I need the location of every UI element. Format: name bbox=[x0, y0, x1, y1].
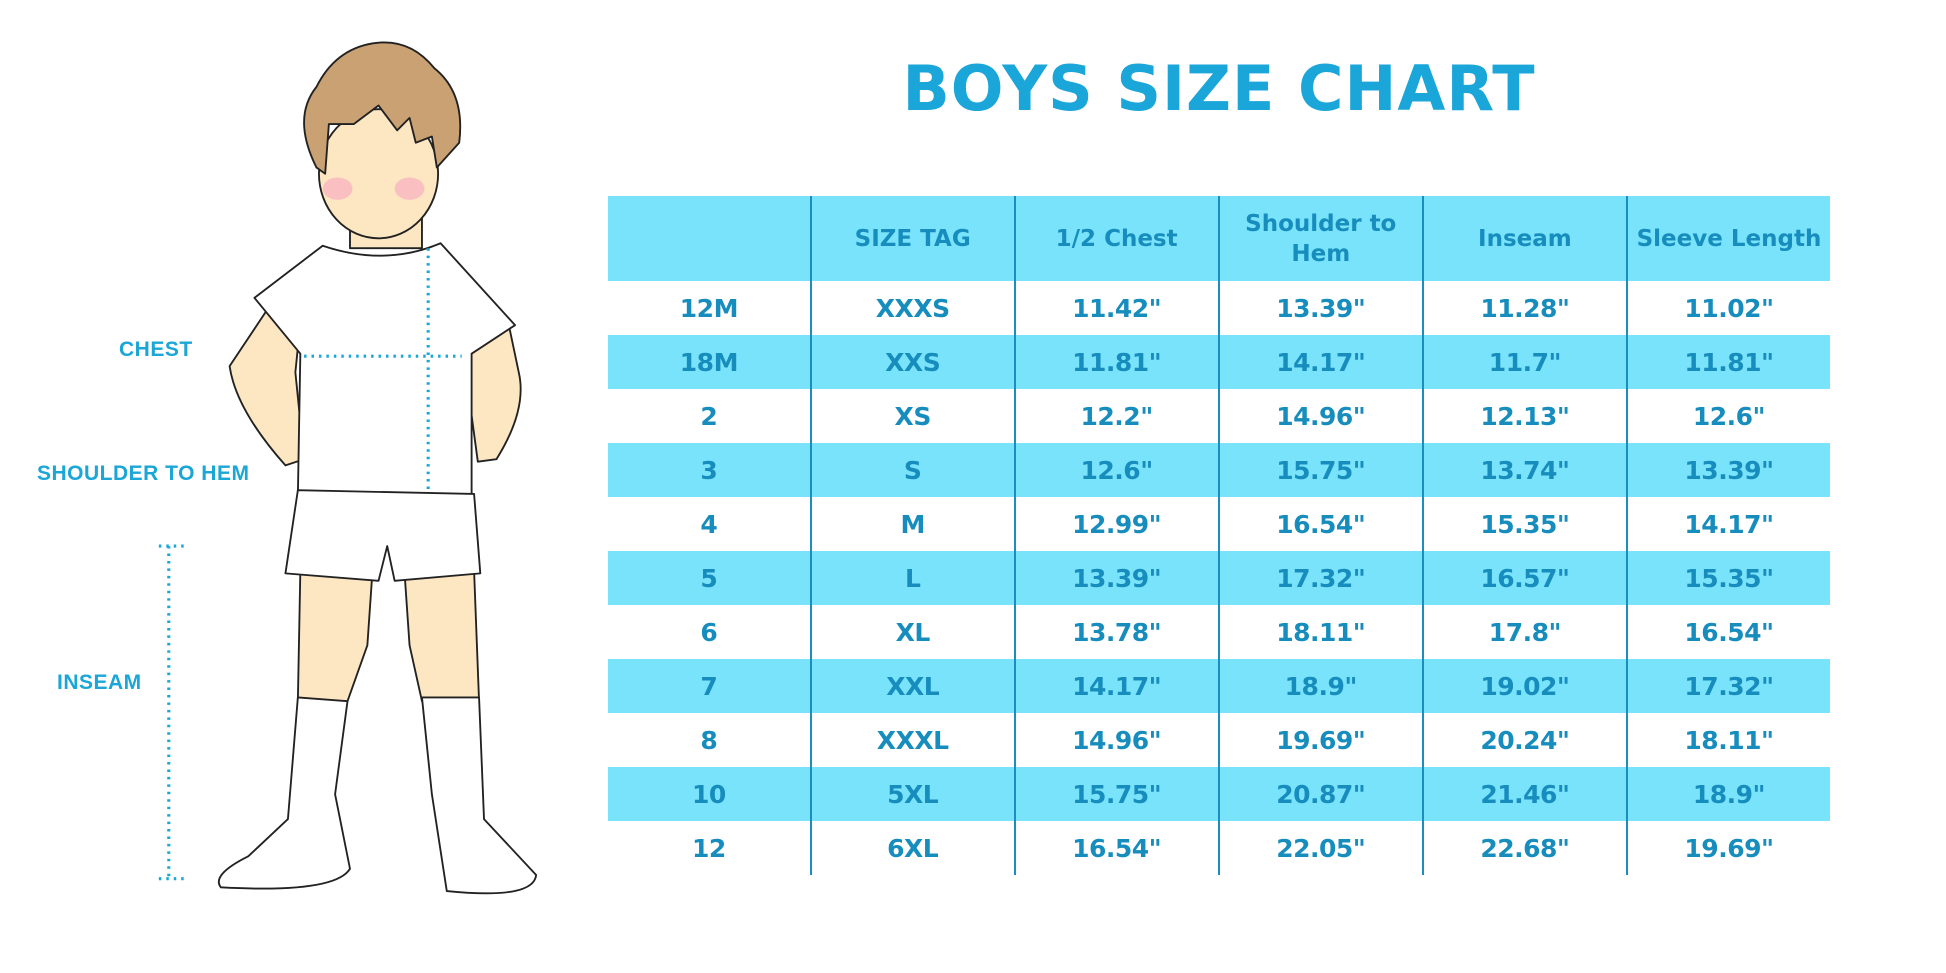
table-cell: XL bbox=[809, 605, 1015, 659]
shoulder-to-hem-label: SHOULDER TO HEM bbox=[37, 462, 250, 485]
table-cell: 15.75" bbox=[1013, 767, 1219, 821]
table-cell: 16.54" bbox=[1217, 497, 1423, 551]
table-cell: 13.39" bbox=[1625, 443, 1830, 497]
column-header: Shoulder to Hem bbox=[1217, 196, 1423, 281]
shorts bbox=[284, 489, 482, 582]
table-row: 6 XL 13.78" 18.11" 17.8" 16.54" bbox=[608, 605, 1830, 659]
table-row: 10 5XL 15.75" 20.87" 21.46" 18.9" bbox=[608, 767, 1830, 821]
socks bbox=[217, 696, 538, 895]
table-cell: 14.96" bbox=[1217, 389, 1423, 443]
chest-label: CHEST bbox=[119, 338, 193, 361]
table-cell: 19.69" bbox=[1625, 821, 1830, 875]
table-cell: XXL bbox=[809, 659, 1015, 713]
table-cell: 11.42" bbox=[1013, 281, 1219, 335]
table-cell: 13.39" bbox=[1217, 281, 1423, 335]
column-header: Inseam bbox=[1421, 196, 1627, 281]
table-cell: 14.17" bbox=[1625, 497, 1830, 551]
table-cell: 14.17" bbox=[1217, 335, 1423, 389]
table-cell: 12.6" bbox=[1625, 389, 1830, 443]
table-cell: XXS bbox=[809, 335, 1015, 389]
table-cell: 18.11" bbox=[1217, 605, 1423, 659]
table-cell: 5 bbox=[608, 551, 811, 605]
size-chart-table: SIZE TAG 1/2 Chest Shoulder to Hem Inseam Sl… bbox=[608, 196, 1830, 875]
table-cell: 13.39" bbox=[1013, 551, 1219, 605]
table-cell: 12.13" bbox=[1421, 389, 1627, 443]
table-cell: 17.8" bbox=[1421, 605, 1627, 659]
table-cell: 10 bbox=[608, 767, 811, 821]
table-cell: M bbox=[809, 497, 1015, 551]
table-row: 5 L 13.39" 17.32" 16.57" 15.35" bbox=[608, 551, 1830, 605]
table-cell: 11.81" bbox=[1013, 335, 1219, 389]
table-cell: 15.75" bbox=[1217, 443, 1423, 497]
table-cell: 6XL bbox=[809, 821, 1015, 875]
table-cell: 7 bbox=[608, 659, 811, 713]
hair bbox=[303, 41, 462, 175]
table-cell: 13.78" bbox=[1013, 605, 1219, 659]
table-cell: 20.24" bbox=[1421, 713, 1627, 767]
table-cell: 5XL bbox=[809, 767, 1015, 821]
table-cell: 12 bbox=[691, 833, 726, 863]
table-cell: 12.2" bbox=[1013, 389, 1219, 443]
table-cell: 20.87" bbox=[1217, 767, 1423, 821]
table-cell: 13.74" bbox=[1421, 443, 1627, 497]
table-cell: 11.02" bbox=[1625, 281, 1830, 335]
table-cell: 6 bbox=[700, 617, 718, 647]
table-row: 12 6XL 16.54" 22.05" 22.68" 19.69" bbox=[608, 821, 1830, 875]
table-row: 12M XXXS 11.42" 13.39" 11.28" 11.02" bbox=[608, 281, 1830, 335]
table-row: 18M XXS 11.81" 14.17" 11.7" 11.81" bbox=[608, 335, 1830, 389]
column-header: Sleeve Length bbox=[1625, 196, 1830, 281]
table-row: 4 M 12.99" 16.54" 15.35" 14.17" bbox=[608, 497, 1830, 551]
table-cell: 18M bbox=[608, 335, 811, 389]
table-cell: XXXS bbox=[809, 281, 1015, 335]
table-cell: 11.81" bbox=[1625, 335, 1830, 389]
table-cell: 4 bbox=[700, 509, 718, 539]
table-row: 8 XXXL 14.96" 19.69" 20.24" 18.11" bbox=[608, 713, 1830, 767]
table-cell: 17.32" bbox=[1217, 551, 1423, 605]
table-cell: 15.35" bbox=[1421, 497, 1627, 551]
column-header: 1/2 Chest bbox=[1013, 196, 1219, 281]
table-cell: 11.28" bbox=[1421, 281, 1627, 335]
table-cell: 21.46" bbox=[1421, 767, 1627, 821]
table-cell: 12M bbox=[679, 293, 739, 323]
table-cell: 22.68" bbox=[1421, 821, 1627, 875]
shirt bbox=[253, 242, 516, 498]
table-cell: 19.02" bbox=[1421, 659, 1627, 713]
table-cell: L bbox=[809, 551, 1015, 605]
table-cell: XXXL bbox=[809, 713, 1015, 767]
table-cell: 19.69" bbox=[1217, 713, 1423, 767]
table-cell: 2 bbox=[700, 401, 718, 431]
table-cell: 16.54" bbox=[1013, 821, 1219, 875]
table-row: 3 S 12.6" 15.75" 13.74" 13.39" bbox=[608, 443, 1830, 497]
table-cell: 3 bbox=[608, 443, 811, 497]
table-cell: 22.05" bbox=[1217, 821, 1423, 875]
table-cell: XS bbox=[809, 389, 1015, 443]
table-cell: 16.57" bbox=[1421, 551, 1627, 605]
column-header: SIZE TAG bbox=[809, 196, 1015, 281]
table-cell: 18.9" bbox=[1625, 767, 1830, 821]
table-cell: S bbox=[809, 443, 1015, 497]
table-cell: 8 bbox=[700, 725, 718, 755]
table-cell: 18.11" bbox=[1625, 713, 1830, 767]
table-cell: 12.99" bbox=[1013, 497, 1219, 551]
table-cell: 11.7" bbox=[1421, 335, 1627, 389]
table-cell: 17.32" bbox=[1625, 659, 1830, 713]
table-cell: 16.54" bbox=[1625, 605, 1830, 659]
legs bbox=[296, 569, 480, 703]
page-title: BOYS SIZE CHART bbox=[902, 52, 1536, 125]
table-row: 2 XS 12.2" 14.96" 12.13" 12.6" bbox=[608, 389, 1830, 443]
table-row: 7 XXL 14.17" 18.9" 19.02" 17.32" bbox=[608, 659, 1830, 713]
table-cell: 14.17" bbox=[1013, 659, 1219, 713]
inseam-label: INSEAM bbox=[57, 671, 142, 694]
table-cell: 12.6" bbox=[1013, 443, 1219, 497]
column-header bbox=[608, 196, 811, 281]
table-cell: 14.96" bbox=[1013, 713, 1219, 767]
table-cell: 18.9" bbox=[1217, 659, 1423, 713]
table-cell: 15.35" bbox=[1625, 551, 1830, 605]
